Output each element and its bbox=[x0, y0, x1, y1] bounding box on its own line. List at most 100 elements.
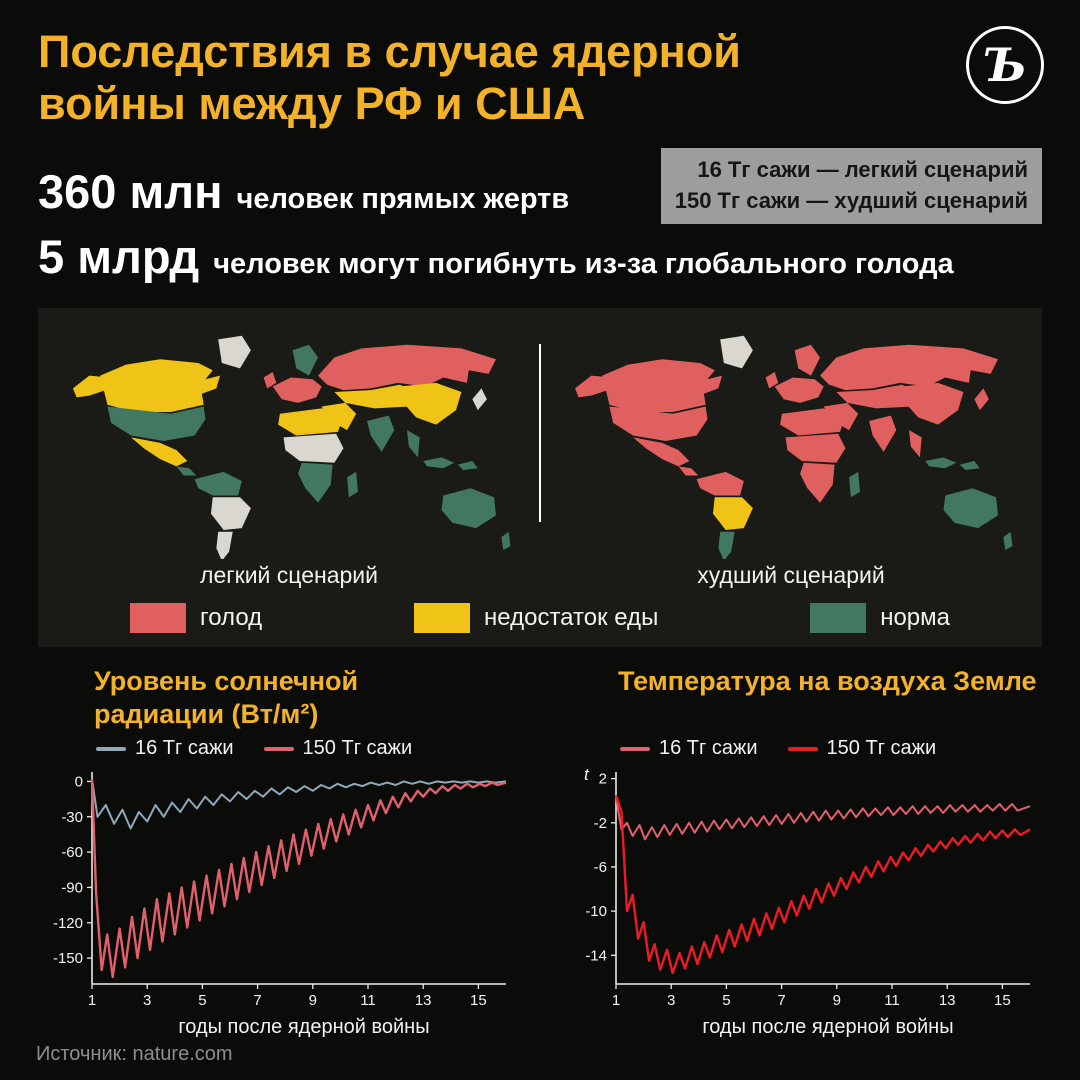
chart-solar-radiation: Уровень солнечной радиации (Вт/м²) 16 Тг… bbox=[36, 665, 520, 1039]
food-shortage-color-swatch bbox=[414, 603, 471, 634]
y-tick-label: -2 bbox=[594, 815, 607, 832]
chart-x-axis-label: годы после ядерной войны bbox=[178, 1016, 430, 1039]
legend-item-normal: норма bbox=[810, 603, 950, 634]
map-region-russia bbox=[820, 345, 998, 391]
y-tick-label: -6 bbox=[594, 859, 607, 876]
series-line-1 bbox=[614, 795, 1031, 975]
scenario-legend-line-worst: 150 Тг сажи — худший сценарий bbox=[674, 187, 1028, 213]
map-region-seasia bbox=[909, 430, 922, 458]
series-line-0 bbox=[615, 797, 1031, 841]
map-region-canada bbox=[602, 359, 723, 413]
chart-legend-label: 16 Тг сажи bbox=[135, 737, 234, 760]
map-region-alaska bbox=[574, 376, 612, 398]
map-region-greenland bbox=[720, 336, 753, 369]
x-tick-label: 1 bbox=[612, 992, 620, 1009]
y-tick-label: -60 bbox=[61, 844, 83, 861]
legend-line-swatch bbox=[787, 746, 818, 751]
map-region-china bbox=[901, 383, 964, 426]
map-caption-worst: худший сценарий bbox=[697, 562, 885, 589]
map-region-sam_south bbox=[718, 532, 735, 560]
x-tick-label: 11 bbox=[884, 992, 900, 1009]
map-region-africa_c bbox=[283, 434, 344, 464]
chart-title-line: радиации (Вт/м²) bbox=[94, 699, 319, 730]
legend-item-food-shortage: недостаток еды bbox=[414, 603, 658, 634]
legend-line-swatch bbox=[96, 746, 126, 751]
chart-title-line: Температура на воздуха Земле bbox=[618, 666, 1037, 697]
map-region-sam_south bbox=[216, 532, 233, 560]
famine-color-swatch bbox=[130, 603, 186, 634]
chart-legend-label: 150 Тг сажи bbox=[826, 737, 937, 760]
map-legend: голод недостаток еды норма bbox=[38, 603, 1042, 637]
map-region-nz bbox=[1003, 532, 1013, 551]
air-temperature-plot: 2-2-6-10-141 3 5 7 9 11 13 15t bbox=[584, 765, 1031, 1009]
x-tick-label: 13 bbox=[939, 992, 956, 1009]
x-tick-label: 9 bbox=[309, 992, 317, 1009]
stat-direct-casualties: 360 млн человек прямых жертв bbox=[38, 164, 1042, 219]
map-region-mexico bbox=[131, 437, 188, 467]
header: Последствия в случае ядерной войны между… bbox=[0, 0, 1080, 130]
y-tick-label: -10 bbox=[585, 904, 607, 921]
x-tick-label: 5 bbox=[722, 992, 730, 1009]
maps-panel: легкий сценарий худший сценарий голод не… bbox=[38, 308, 1042, 648]
y-tick-label: 0 bbox=[75, 774, 83, 791]
map-region-indonesia2 bbox=[457, 461, 478, 471]
chart-legend-label: 150 Тг сажи bbox=[302, 737, 413, 760]
logo-glyph: Ъ bbox=[982, 38, 1027, 92]
chart-legend-item: 16 Тг сажи bbox=[620, 737, 758, 760]
x-tick-label: 11 bbox=[360, 992, 376, 1009]
map-region-madagascar bbox=[849, 472, 860, 498]
x-tick-label: 15 bbox=[994, 992, 1011, 1009]
map-region-usa bbox=[107, 406, 206, 442]
map-region-europe bbox=[774, 377, 824, 404]
map-region-scandinavia bbox=[794, 345, 821, 377]
normal-color-swatch bbox=[810, 603, 867, 634]
map-region-russia bbox=[318, 345, 496, 391]
map-region-seasia bbox=[407, 430, 420, 458]
map-region-india bbox=[367, 415, 395, 453]
map-region-indonesia bbox=[925, 457, 957, 469]
x-tick-label: 3 bbox=[143, 992, 151, 1009]
map-region-europe bbox=[272, 377, 322, 404]
map-region-india bbox=[869, 415, 897, 453]
map-region-japan bbox=[974, 388, 989, 411]
map-region-africa_c bbox=[785, 434, 846, 464]
map-region-uk bbox=[765, 372, 779, 389]
map-region-africa_s bbox=[298, 463, 333, 504]
stat-famine-deaths: 5 млрд человек могут погибнуть из-за гло… bbox=[38, 229, 1042, 284]
map-captions: легкий сценарий худший сценарий bbox=[38, 562, 1042, 589]
legend-line-swatch bbox=[263, 746, 294, 751]
page-title-line-2: войны между РФ и США bbox=[38, 78, 586, 130]
stat-value: 360 млн bbox=[38, 165, 223, 219]
y-axis-label: t bbox=[584, 765, 590, 784]
x-tick-label: 15 bbox=[470, 992, 487, 1009]
map-region-japan bbox=[472, 388, 487, 411]
map-divider bbox=[539, 344, 541, 523]
map-caption-light: легкий сценарий bbox=[200, 562, 378, 589]
x-tick-label: 5 bbox=[198, 992, 206, 1009]
chart-x-axis-label: годы после ядерной войны bbox=[702, 1016, 954, 1039]
map-region-scandinavia bbox=[292, 345, 319, 377]
chart-air-temperature: Температура на воздуха Земле 16 Тг сажи 1… bbox=[560, 665, 1044, 1039]
stat-label: человек могут погибнуть из-за глобальног… bbox=[213, 248, 954, 281]
x-tick-label: 13 bbox=[415, 992, 432, 1009]
kommersant-logo-icon: Ъ bbox=[966, 26, 1044, 104]
x-tick-label: 7 bbox=[777, 992, 785, 1009]
map-region-australia bbox=[441, 488, 496, 529]
map-region-sam_brazil bbox=[210, 497, 251, 531]
chart-legend-label: 16 Тг сажи bbox=[659, 737, 758, 760]
map-region-mexico bbox=[633, 437, 690, 467]
legend-item-famine: голод bbox=[130, 603, 262, 634]
map-region-alaska bbox=[72, 376, 110, 398]
map-region-sam_north bbox=[194, 472, 242, 496]
world-map-light-scenario bbox=[72, 336, 511, 560]
map-region-canada bbox=[100, 359, 221, 413]
maps-row bbox=[38, 322, 1042, 560]
map-region-usa bbox=[609, 406, 708, 442]
y-tick-label: -150 bbox=[53, 950, 83, 967]
x-tick-label: 7 bbox=[253, 992, 261, 1009]
map-region-china bbox=[399, 383, 462, 426]
map-region-africa_n bbox=[780, 408, 846, 436]
chart-title-line: Уровень солнечной bbox=[94, 666, 359, 697]
